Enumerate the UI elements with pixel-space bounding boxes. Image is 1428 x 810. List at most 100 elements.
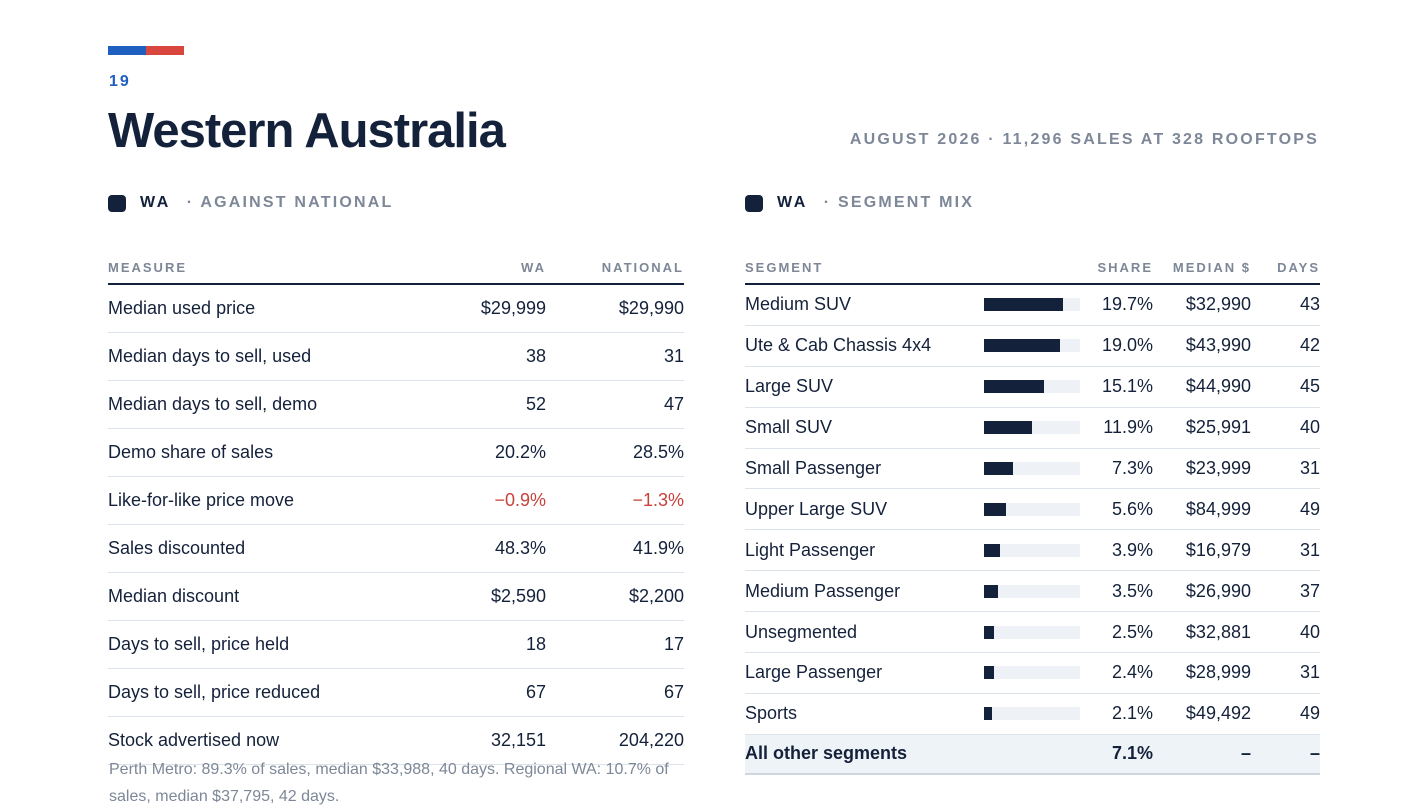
segment-panel: WA · SEGMENT MIX SEGMENT SHARE MEDIAN $ …: [745, 192, 1320, 775]
segment-name: All other segments: [745, 743, 908, 764]
row-national-value: $2,200: [628, 586, 684, 606]
segment-name: Medium Passenger: [745, 580, 901, 601]
column-median: MEDIAN $: [1172, 260, 1251, 275]
table-row: Sales discounted 48.3% 41.9%: [108, 525, 684, 573]
table-row: Small SUV 11.9% $25,991 40: [745, 408, 1320, 449]
column-wa: WA: [521, 260, 546, 275]
column-measure: MEASURE: [108, 260, 188, 275]
row-wa-value: 67: [525, 682, 546, 702]
column-national: NATIONAL: [601, 260, 684, 275]
row-measure: Median days to sell, used: [108, 346, 312, 366]
segment-median: $49,492: [1185, 703, 1251, 724]
table-row: Light Passenger 3.9% $16,979 31: [745, 530, 1320, 572]
region-marker-icon: [108, 194, 126, 212]
segment-days: 45: [1299, 376, 1320, 397]
share-bar-fill: [984, 339, 1060, 353]
segment-share: 7.1%: [1111, 743, 1153, 764]
table-row: Medium Passenger 3.5% $26,990 37: [745, 571, 1320, 613]
accent-bar: [108, 46, 184, 55]
segment-total-row: All other segments 7.1% – –: [745, 734, 1320, 775]
share-bar-fill: [984, 462, 1014, 475]
segment-share-bar: [984, 584, 1080, 598]
row-measure: Stock advertised now: [108, 730, 280, 750]
segment-table-body: Medium SUV 19.7% $32,990 43 Ute & Cab Chassi…: [745, 285, 1320, 735]
comparison-panel: WA · AGAINST NATIONAL MEASURE WA NATIONA…: [108, 192, 684, 765]
share-bar-track: [984, 543, 1080, 557]
segment-median: $43,990: [1185, 335, 1251, 356]
segment-name: Medium SUV: [745, 294, 852, 315]
row-national-value: −1.3%: [632, 490, 684, 510]
segment-name: Large SUV: [745, 376, 834, 397]
segment-name: Unsegmented: [745, 621, 858, 642]
column-share: SHARE: [1097, 260, 1153, 275]
row-wa-value: 18: [525, 634, 546, 654]
share-bar-fill: [984, 543, 1000, 557]
share-bar-track: [984, 666, 1080, 680]
share-bar-fill: [984, 625, 994, 639]
row-measure: Days to sell, price reduced: [108, 682, 321, 702]
segment-share-bar: [984, 339, 1080, 353]
column-days: DAYS: [1277, 260, 1320, 275]
segment-days: 42: [1299, 335, 1320, 356]
share-bar-fill: [984, 584, 998, 598]
row-wa-value: $2,590: [490, 586, 546, 606]
segment-median: $32,990: [1185, 294, 1251, 315]
comparison-table-header: MEASURE WA NATIONAL: [108, 229, 684, 285]
table-row: Days to sell, price held 18 17: [108, 621, 684, 669]
comparison-table-body: Median used price $29,999 $29,990 Median da…: [108, 285, 684, 765]
segment-share-bar: [984, 625, 1080, 639]
row-national-value: 41.9%: [632, 538, 684, 558]
segment-share: 3.9%: [1111, 539, 1153, 560]
segment-name: Small Passenger: [745, 458, 882, 478]
segment-region: WA: [777, 194, 808, 211]
table-row: Small Passenger 7.3% $23,999 31: [745, 449, 1320, 490]
segment-share-bar: [984, 298, 1080, 312]
segment-share: 5.6%: [1111, 498, 1153, 519]
segment-share-bar: [984, 666, 1080, 680]
segment-share: 15.1%: [1101, 376, 1153, 397]
share-bar-track: [984, 502, 1080, 516]
table-row: Stock advertised now 32,151 204,220: [108, 717, 684, 765]
share-bar-track: [984, 625, 1080, 639]
segment-days: 31: [1299, 662, 1320, 683]
segment-days: 40: [1299, 417, 1320, 438]
share-bar-track: [984, 380, 1080, 394]
column-segment: SEGMENT: [745, 260, 824, 275]
share-bar-track: [984, 421, 1080, 435]
segment-share: 2.1%: [1111, 703, 1153, 724]
row-national-value: 31: [663, 346, 684, 366]
segment-median: $44,990: [1185, 376, 1251, 397]
segment-share-bar: [984, 543, 1080, 557]
segment-median: $32,881: [1185, 621, 1251, 642]
page-number: 19: [109, 73, 131, 90]
segment-table-header: SEGMENT SHARE MEDIAN $ DAYS: [745, 229, 1320, 285]
share-bar-fill: [984, 502, 1007, 516]
segment-days: –: [1309, 743, 1320, 764]
segment-share: 19.0%: [1101, 335, 1153, 356]
row-wa-value: 20.2%: [494, 442, 546, 462]
share-bar-fill: [984, 707, 993, 721]
segment-share-bar: [984, 502, 1080, 516]
row-measure: Median discount: [108, 586, 240, 606]
table-row: Like-for-like price move −0.9% −1.3%: [108, 477, 684, 525]
row-measure: Sales discounted: [108, 538, 246, 558]
row-wa-value: 38: [525, 346, 546, 366]
share-bar-fill: [984, 666, 994, 680]
segment-subtitle: · SEGMENT MIX: [823, 194, 975, 211]
segment-median: $26,990: [1185, 580, 1251, 601]
segment-median: $25,991: [1185, 417, 1251, 438]
comparison-panel-header: WA · AGAINST NATIONAL: [108, 192, 684, 214]
table-row: Days to sell, price reduced 67 67: [108, 669, 684, 717]
segment-share-bar: [984, 707, 1080, 721]
segment-median: $28,999: [1185, 662, 1251, 683]
share-bar-fill: [984, 380, 1045, 394]
segment-median: $23,999: [1185, 458, 1251, 478]
row-national-value: 47: [663, 394, 684, 414]
region-marker-icon: [745, 194, 763, 212]
row-measure: Like-for-like price move: [108, 490, 295, 510]
table-row: Large Passenger 2.4% $28,999 31: [745, 653, 1320, 694]
comparison-region: WA: [140, 194, 171, 211]
segment-share: 7.3%: [1111, 458, 1153, 478]
table-row: Demo share of sales 20.2% 28.5%: [108, 429, 684, 477]
page-subtitle: AUGUST 2026 · 11,296 SALES AT 328 ROOFTO…: [849, 131, 1319, 148]
